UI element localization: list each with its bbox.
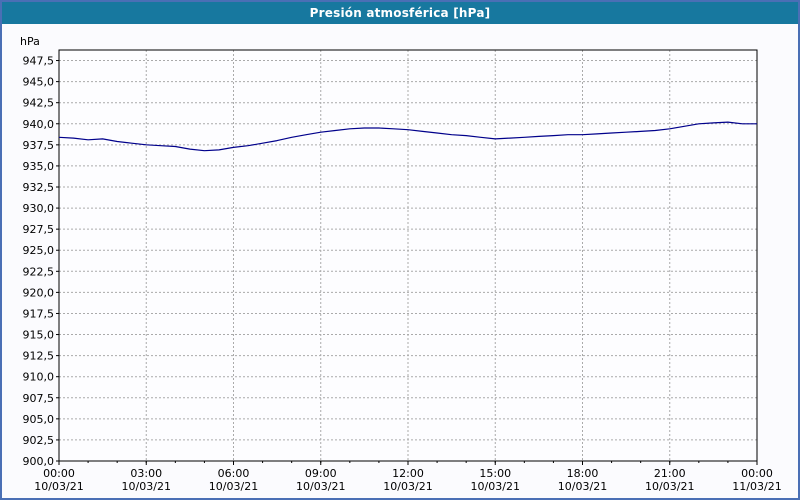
pressure-line-chart: 947,5 945,0 942,5 940,0 937,5 935,0 932,5 930,0… (20, 35, 782, 493)
y-tick-label: 907,5 (23, 392, 55, 405)
y-tick-label: 900,0 (23, 455, 55, 468)
y-tick-label: 902,5 (23, 434, 55, 447)
y-tick-label: 917,5 (23, 307, 55, 320)
x-tick-time-label: 09:00 (305, 467, 337, 480)
plot-border (58, 49, 758, 462)
y-tick-label: 937,5 (23, 139, 55, 152)
y-axis-unit-label: hPa (20, 35, 40, 48)
y-tick-label: 935,0 (23, 160, 55, 173)
y-tick-label: 915,0 (23, 329, 55, 342)
x-tick-time-label: 00:00 (741, 467, 773, 480)
y-tick-label: 925,0 (23, 244, 55, 257)
y-tick-label: 945,0 (23, 76, 55, 89)
y-tick-label: 947,5 (23, 55, 55, 68)
y-tick-label: 942,5 (23, 97, 55, 110)
x-tick-date-label: 10/03/21 (34, 480, 83, 493)
x-tick-time-label: 21:00 (654, 467, 686, 480)
x-tick-date-label: 10/03/21 (383, 480, 432, 493)
y-tick-label: 905,0 (23, 413, 55, 426)
x-tick-time-label: 15:00 (479, 467, 511, 480)
y-tick-label: 932,5 (23, 181, 55, 194)
y-tick-label: 922,5 (23, 265, 55, 278)
y-tick-label: 940,0 (23, 118, 55, 131)
x-tick-time-label: 06:00 (218, 467, 250, 480)
window-title: Presión atmosférica [hPa] (2, 2, 798, 24)
x-tick-time-label: 03:00 (130, 467, 162, 480)
chart-region: 947,5 945,0 942,5 940,0 937,5 935,0 932,5 930,0… (2, 24, 798, 498)
x-tick-time-label: 18:00 (567, 467, 599, 480)
x-tick-date-label: 10/03/21 (471, 480, 520, 493)
pressure-series-line (58, 121, 757, 152)
y-tick-label: 927,5 (23, 223, 55, 236)
x-tick-date-label: 10/03/21 (122, 480, 171, 493)
y-tick-label: 920,0 (23, 286, 55, 299)
x-tick-date-label: 10/03/21 (558, 480, 607, 493)
x-tick-time-label: 12:00 (392, 467, 424, 480)
x-tick-time-label: 00:00 (43, 467, 75, 480)
y-tick-label: 910,0 (23, 371, 55, 384)
x-tick-date-label: 10/03/21 (209, 480, 258, 493)
x-tick-date-label: 11/03/21 (732, 480, 781, 493)
x-tick-date-label: 10/03/21 (645, 480, 694, 493)
y-tick-label: 912,5 (23, 350, 55, 363)
x-tick-date-label: 10/03/21 (296, 480, 345, 493)
y-tick-label: 930,0 (23, 202, 55, 215)
